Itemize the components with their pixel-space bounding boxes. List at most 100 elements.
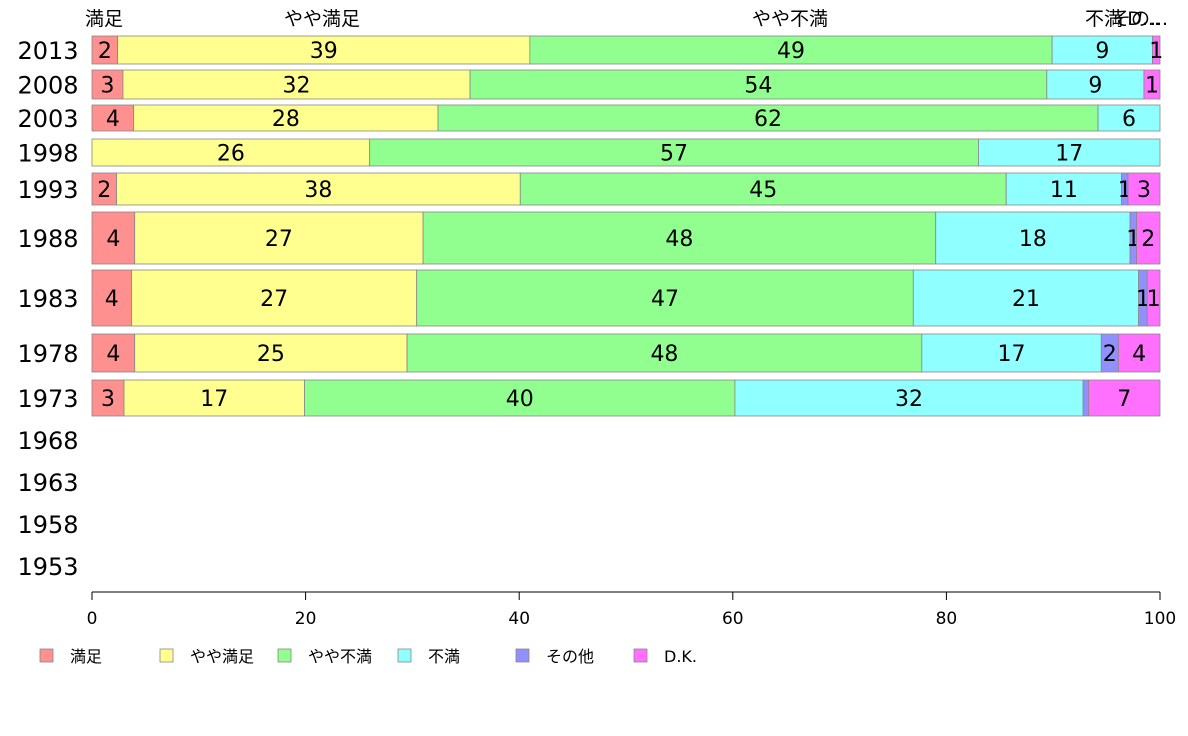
bar-segment-1993-1	[116, 172, 521, 206]
data-label-1988-5: 2	[1141, 227, 1155, 252]
data-label-1978-3: 17	[998, 342, 1026, 367]
data-label-2008-2: 54	[744, 74, 772, 99]
data-label-1993-2: 45	[749, 178, 777, 203]
year-label-1958: 1958	[17, 511, 78, 539]
data-label-1978-4: 2	[1103, 342, 1117, 367]
data-label-2013-1: 39	[310, 39, 338, 64]
bar-segment-1993-5	[1127, 172, 1161, 206]
bar-segment-1978-1	[134, 333, 408, 373]
bar-row-1978: 4 25 48 17 2 4	[91, 333, 1161, 373]
bar-segment-1993-3	[1005, 172, 1122, 206]
top-label-0: 満足	[85, 8, 123, 30]
year-label-2013: 2013	[17, 37, 78, 65]
legend-label-2: やや不満	[308, 647, 372, 666]
year-label-1963: 1963	[17, 469, 78, 497]
bar-row-1993: 2 38 45 11 1 3	[91, 172, 1161, 206]
data-label-1988-0: 4	[106, 227, 120, 252]
bar-segment-2013-2	[529, 35, 1053, 65]
bar-row-1988: 4 27 48 18 1 2	[91, 211, 1161, 265]
year-label-1983: 1983	[17, 285, 78, 313]
data-label-1978-1: 25	[257, 342, 285, 367]
legend: 満足 やや満足 やや不満 不満 その他 D.K.	[39, 647, 697, 666]
x-tick-label-80: 80	[936, 609, 958, 629]
data-label-1983-3: 21	[1012, 287, 1040, 312]
data-label-1988-3: 18	[1019, 227, 1047, 252]
legend-label-0: 満足	[70, 647, 102, 666]
legend-label-1: やや満足	[190, 647, 254, 666]
data-label-1983-1: 27	[260, 287, 288, 312]
bars: 2 39 49 9 13 32 54 9 14 28 62 626 57 172 38 45 11 1 34 27 48…	[91, 35, 1163, 417]
top-label-4: その...	[1112, 8, 1168, 30]
legend-item-0: 満足	[39, 647, 102, 666]
year-label-1953: 1953	[17, 553, 78, 581]
legend-label-4: その他	[546, 647, 594, 666]
legend-item-4: その他	[515, 647, 594, 666]
legend-item-3: 不満	[397, 647, 460, 666]
bar-segment-1993-0	[91, 172, 117, 206]
bar-segment-1978-3	[921, 333, 1102, 373]
bar-segment-1983-1	[131, 269, 418, 327]
bar-segment-1978-0	[91, 333, 136, 373]
data-label-2003-0: 4	[106, 107, 120, 132]
x-tick-label-20: 20	[295, 609, 317, 629]
data-label-1993-3: 11	[1050, 178, 1078, 203]
legend-swatch-0	[39, 648, 54, 663]
bar-segment-1998-1	[91, 138, 371, 167]
data-label-2003-2: 62	[754, 107, 782, 132]
bar-segment-2003-2	[437, 104, 1099, 132]
bar-row-2013: 2 39 49 9 1	[91, 35, 1163, 65]
bar-row-2003: 4 28 62 6	[91, 104, 1161, 132]
bar-segment-2013-5	[1152, 35, 1161, 65]
legend-item-2: やや不満	[277, 647, 372, 666]
bar-segment-2008-5	[1143, 69, 1161, 100]
legend-swatch-3	[397, 648, 412, 663]
bar-segment-1988-3	[935, 211, 1131, 265]
year-label-2008: 2008	[17, 72, 78, 100]
data-label-1978-2: 48	[650, 342, 678, 367]
legend-swatch-1	[159, 648, 174, 663]
bar-segment-2013-0	[91, 35, 119, 65]
data-label-2013-2: 49	[777, 39, 805, 64]
data-label-1983-0: 4	[105, 287, 119, 312]
data-label-1973-3: 32	[895, 387, 923, 412]
year-label-1988: 1988	[17, 225, 78, 253]
legend-swatch-4	[515, 648, 530, 663]
legend-label-3: 不満	[428, 647, 460, 666]
bar-segment-1983-3	[912, 269, 1140, 327]
bar-segment-1988-1	[134, 211, 424, 265]
bar-segment-2003-3	[1097, 104, 1161, 132]
year-label-1998: 1998	[17, 140, 78, 168]
data-label-2003-3: 6	[1122, 107, 1136, 132]
top-column-labels: 満足 やや満足 やや不満 不満その...D...	[85, 8, 1168, 30]
bar-segment-1993-2	[519, 172, 1007, 206]
x-tick-label-0: 0	[87, 609, 98, 629]
data-label-1993-0: 2	[97, 178, 111, 203]
top-label-1: やや満足	[284, 8, 360, 30]
legend-item-1: やや満足	[159, 647, 254, 666]
data-label-1983-5: 1	[1147, 287, 1161, 312]
data-label-1983-4: 1	[1136, 287, 1150, 312]
x-axis: 0 20 40 60 80 100	[87, 591, 1176, 629]
bar-row-2008: 3 32 54 9 1	[91, 69, 1161, 100]
legend-item-5: D.K.	[633, 647, 697, 666]
bar-row-1983: 4 27 47 21 11	[91, 269, 1161, 327]
data-label-1998-1: 26	[217, 142, 245, 167]
bar-segment-1983-5	[1146, 269, 1161, 327]
data-label-2008-1: 32	[283, 74, 311, 99]
x-tick-label-60: 60	[722, 609, 744, 629]
top-label-2: やや不満	[752, 8, 828, 30]
bar-row-1973: 3 17 40 32 7	[91, 379, 1161, 417]
bar-segment-2008-1	[122, 69, 471, 100]
year-labels: 2013 2008 2003 1998 1993 1988 1983 1978 1973 1968…	[17, 37, 78, 581]
legend-label-5: D.K.	[664, 647, 697, 666]
bar-segment-2013-3	[1051, 35, 1153, 65]
data-label-1988-2: 48	[665, 227, 693, 252]
bar-row-1998: 26 57 17	[91, 138, 1161, 167]
bar-segment-2008-0	[91, 69, 124, 100]
year-label-1973: 1973	[17, 385, 78, 413]
data-label-1973-2: 40	[506, 387, 534, 412]
data-label-2013-5: 1	[1149, 39, 1163, 64]
data-label-1973-5: 7	[1117, 387, 1131, 412]
year-label-1993: 1993	[17, 176, 78, 204]
